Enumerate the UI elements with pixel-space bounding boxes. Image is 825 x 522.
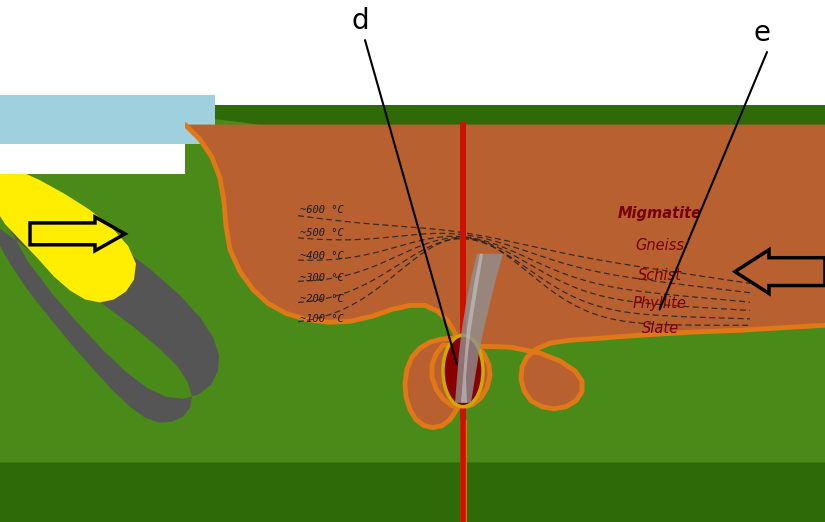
Text: Migmatite: Migmatite — [618, 207, 702, 221]
Polygon shape — [0, 145, 185, 174]
Ellipse shape — [443, 335, 483, 407]
Text: Phyllite: Phyllite — [633, 296, 687, 311]
Text: Schist: Schist — [638, 268, 682, 283]
Text: ~600 °C: ~600 °C — [300, 205, 344, 215]
Text: ~300 °C: ~300 °C — [300, 272, 344, 282]
Text: e: e — [753, 19, 771, 47]
Text: Slate: Slate — [642, 321, 678, 336]
Text: ~200 °C: ~200 °C — [300, 294, 344, 304]
Polygon shape — [0, 105, 215, 145]
Polygon shape — [0, 105, 825, 522]
Text: d: d — [351, 7, 369, 35]
Polygon shape — [0, 105, 215, 169]
Polygon shape — [461, 254, 483, 403]
Polygon shape — [0, 155, 219, 423]
Polygon shape — [0, 164, 136, 302]
Polygon shape — [0, 3, 825, 174]
Text: ~100 °C: ~100 °C — [300, 314, 344, 324]
Polygon shape — [0, 95, 215, 145]
Polygon shape — [0, 111, 215, 155]
Polygon shape — [0, 462, 825, 522]
Text: ~500 °C: ~500 °C — [300, 228, 344, 238]
Text: ~400 °C: ~400 °C — [300, 251, 344, 260]
Text: Gneiss: Gneiss — [635, 238, 685, 253]
Polygon shape — [455, 254, 503, 403]
Polygon shape — [0, 103, 185, 145]
Polygon shape — [0, 423, 825, 462]
Polygon shape — [0, 111, 825, 462]
Polygon shape — [185, 125, 825, 428]
